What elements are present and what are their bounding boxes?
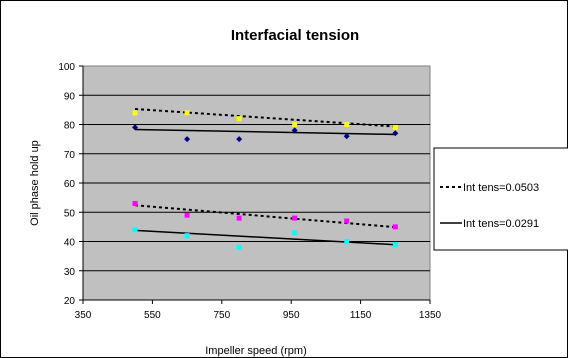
data-point-s4-4	[292, 230, 297, 235]
data-point-s1-5	[344, 122, 349, 127]
y-tick-label-70: 70	[64, 150, 76, 161]
legend-box	[434, 148, 568, 250]
data-point-s3-4	[292, 216, 297, 221]
data-point-s3-6	[393, 224, 398, 229]
x-tick-label-950: 950	[283, 310, 300, 321]
x-tick-label-750: 750	[213, 310, 230, 321]
data-point-s4-3	[237, 245, 242, 250]
legend-label-0291: Int tens=0.0291	[463, 218, 539, 230]
x-tick-label-1350: 1350	[419, 310, 442, 321]
x-axis-title: Impeller speed (rpm)	[205, 345, 306, 357]
y-tick-label-90: 90	[64, 91, 76, 102]
y-tick-label-80: 80	[64, 121, 76, 132]
y-axis-title: Oil phase hold up	[29, 140, 41, 226]
data-point-s3-3	[237, 216, 242, 221]
y-tick-label-20: 20	[64, 296, 76, 307]
legend-label-0503: Int tens=0.0503	[463, 182, 539, 194]
legend: Int tens=0.0503 Int tens=0.0291	[434, 148, 568, 250]
x-tick-label-1150: 1150	[350, 310, 372, 321]
data-point-s1-2	[185, 110, 190, 115]
chart-title: Interfacial tension	[231, 27, 359, 44]
y-tick-label-60: 60	[64, 179, 76, 190]
data-point-s4-6	[393, 242, 398, 247]
y-tick-label-40: 40	[64, 238, 76, 249]
data-point-s3-2	[185, 213, 190, 218]
data-point-s4-2	[185, 233, 190, 238]
data-point-s3-1	[133, 201, 138, 206]
data-point-s1-6	[393, 125, 398, 130]
data-point-s1-3	[237, 116, 242, 121]
y-tick-label-30: 30	[64, 267, 76, 278]
data-point-s4-1	[133, 227, 138, 232]
data-point-s3-5	[344, 219, 349, 224]
x-tick-label-350: 350	[75, 310, 92, 321]
y-tick-label-100: 100	[58, 62, 75, 73]
data-point-s1-4	[292, 122, 297, 127]
data-point-s1-1	[133, 110, 138, 115]
data-point-s4-5	[344, 239, 349, 244]
x-tick-label-550: 550	[144, 310, 161, 321]
y-tick-label-50: 50	[64, 208, 76, 219]
